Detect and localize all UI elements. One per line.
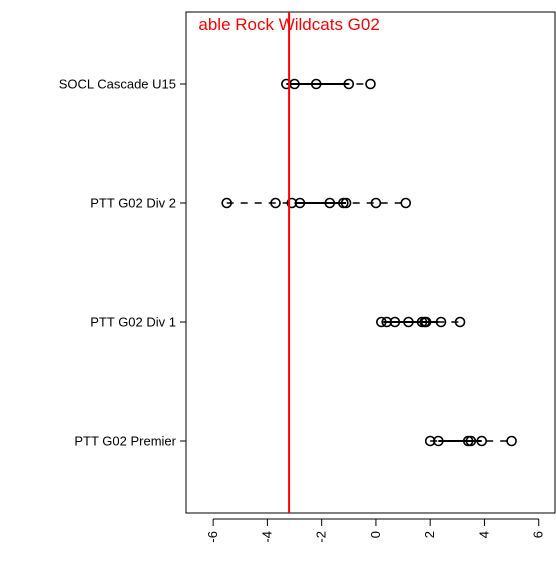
data-point	[454, 316, 466, 328]
x-tick-label: 4	[476, 531, 491, 538]
x-tick-label: 6	[531, 531, 546, 538]
data-point	[433, 435, 444, 447]
category-row	[376, 316, 466, 328]
data-point	[435, 316, 447, 328]
data-point	[343, 78, 355, 90]
x-tick-label: 0	[368, 531, 383, 538]
data-point	[294, 197, 306, 209]
x-tick-label: 2	[422, 531, 437, 538]
category-row	[281, 78, 376, 90]
data-point	[286, 197, 298, 209]
data-point	[310, 78, 322, 90]
data-point	[221, 197, 232, 209]
data-point	[324, 197, 336, 209]
x-tick-label: -2	[314, 531, 329, 543]
data-point	[424, 435, 436, 447]
data-point	[376, 316, 387, 328]
x-tick-label: -6	[205, 531, 220, 543]
x-tick-label: -4	[259, 531, 274, 543]
category-label: PTT G02 Div 1	[90, 315, 176, 330]
data-point	[270, 197, 281, 209]
category-label: PTT G02 Premier	[74, 434, 176, 449]
data-point	[340, 197, 352, 209]
category-bands	[221, 78, 517, 447]
y-axis: SOCL Cascade U15 PTT G02 Div 2 PTT G02 Div…	[59, 77, 186, 449]
x-axis: -6 -4 -2 0 2 4 6	[205, 518, 546, 543]
data-point	[365, 78, 376, 90]
category-label: SOCL Cascade U15	[59, 77, 176, 92]
data-point	[465, 435, 477, 447]
data-point	[370, 197, 382, 209]
data-point	[476, 435, 488, 447]
category-row	[221, 197, 412, 209]
category-label: PTT G02 Div 2	[90, 196, 176, 211]
data-point	[400, 197, 412, 209]
data-point	[381, 316, 393, 328]
plot-frame	[185, 11, 556, 514]
data-point	[389, 316, 401, 328]
reference-line-label: able Rock Wildcats G02	[198, 15, 379, 34]
reference-line-group: able Rock Wildcats G02	[198, 12, 380, 513]
category-row	[424, 435, 517, 447]
data-point	[506, 435, 517, 447]
data-point	[420, 316, 432, 328]
data-point	[403, 316, 414, 328]
data-point	[281, 78, 292, 90]
